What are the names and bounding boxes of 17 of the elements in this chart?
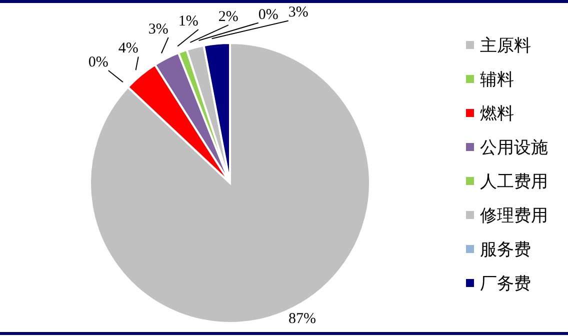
data-label: 2% xyxy=(218,9,238,26)
data-label: 4% xyxy=(118,40,138,57)
legend-label: 主原料 xyxy=(480,34,531,56)
legend-label: 公用设施 xyxy=(480,136,548,158)
legend-label: 人工费用 xyxy=(480,170,548,192)
legend-label: 厂务费 xyxy=(480,272,531,294)
legend-label: 服务费 xyxy=(480,238,531,260)
data-label: 1% xyxy=(178,13,198,30)
text: 0% xyxy=(88,54,108,70)
data-label: 3% xyxy=(148,21,168,38)
legend-label: 燃料 xyxy=(480,102,514,124)
data-label: 87% xyxy=(288,310,316,327)
legend-label: 修理费用 xyxy=(480,204,548,226)
data-label: 3% xyxy=(288,4,308,21)
text: 0% xyxy=(258,6,278,23)
legend-label: 辅料 xyxy=(480,68,514,90)
pie-slice xyxy=(89,42,371,324)
